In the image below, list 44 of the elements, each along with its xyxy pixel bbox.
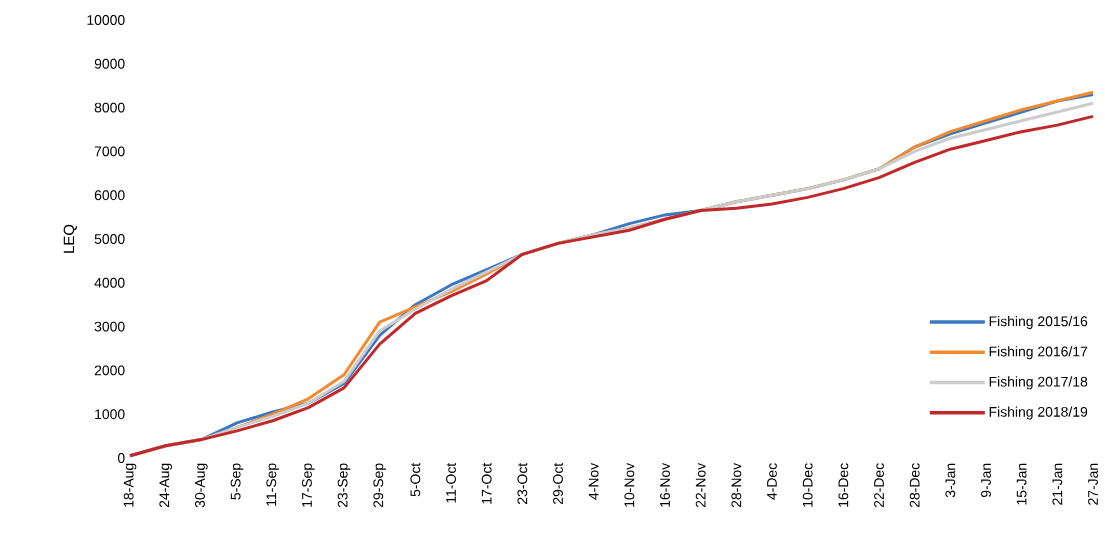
y-tick-label: 0 (117, 453, 125, 463)
x-tick-label: 16-Dec (838, 463, 849, 507)
x-tick-label: 23-Sep (337, 463, 351, 508)
x-tick-label: 15-Jan (1016, 463, 1027, 505)
x-tick-label: 10-Nov (624, 462, 635, 507)
x-tick-label: 16-Nov (660, 462, 670, 507)
legend-label: Fishing 2016/17 (989, 346, 1088, 360)
x-tick-label: 5-Sep (230, 463, 244, 500)
x-tick-label: 17-Oct (481, 462, 492, 504)
y-tick-label: 9000 (94, 58, 125, 69)
legend-label: Fishing 2017/18 (989, 376, 1088, 390)
x-tick-label: 4-Nov (588, 462, 599, 500)
x-tick-label: 9-Jan (981, 463, 991, 498)
x-tick-label: 23-Oct (517, 462, 528, 504)
y-tick-label: 6000 (94, 190, 125, 201)
y-axis-title: LEQ (63, 224, 77, 253)
x-tick-label: 10-Dec (802, 463, 813, 507)
x-tick-label: 5-Oct (410, 462, 421, 497)
y-tick-label: 3000 (94, 321, 125, 332)
x-tick-label: 11-Sep (266, 463, 279, 506)
x-tick-label: 28-Dec (909, 463, 920, 508)
x-tick-label: 28-Nov (731, 462, 742, 508)
legend-label: Fishing 2018/19 (989, 406, 1088, 420)
y-tick-label: 8000 (94, 102, 125, 113)
x-tick-label: 22-Nov (695, 462, 706, 508)
y-tick-label: 10000 (87, 15, 125, 25)
x-tick-label: 29-Oct (553, 462, 563, 504)
x-tick-label: 30-Aug (195, 463, 208, 508)
x-tick-label: 21-Jan (1052, 463, 1063, 505)
y-tick-label: 5000 (94, 234, 125, 244)
legend-label: Fishing 2015/16 (989, 316, 1088, 330)
x-tick-label: 3-Jan (945, 463, 956, 498)
x-tick-label: 4-Dec (767, 463, 777, 500)
x-tick-label: 17-Sep (302, 463, 315, 507)
x-tick-label: 24-Aug (159, 463, 172, 508)
y-tick-label: 2000 (94, 365, 125, 376)
y-tick-label: 7000 (94, 146, 125, 157)
x-tick-label: 29-Sep (373, 463, 386, 508)
x-tick-label: 18-Aug (123, 463, 137, 507)
x-tick-label: 27-Jan (1088, 463, 1098, 505)
x-tick-label: 11-Oct (446, 462, 456, 503)
y-tick-label: 4000 (94, 277, 125, 288)
y-tick-label: 1000 (95, 409, 125, 420)
x-tick-label: 22-Dec (874, 463, 884, 508)
